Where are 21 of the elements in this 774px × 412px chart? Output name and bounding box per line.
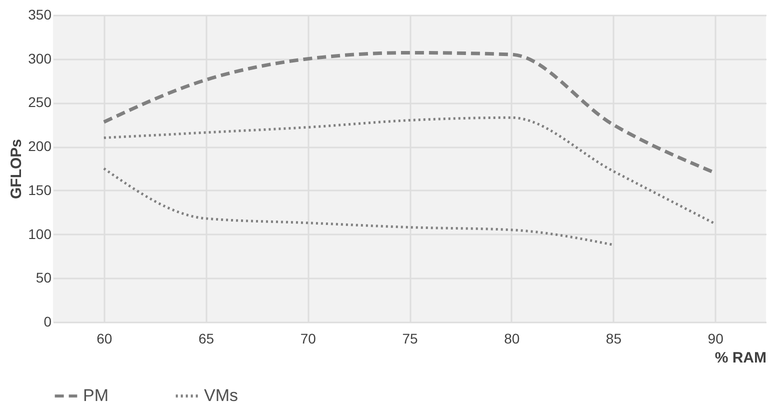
x-tick-label: 90	[708, 330, 724, 346]
legend-label: VMs	[204, 386, 238, 405]
x-tick-label: 80	[504, 330, 520, 346]
y-tick-label: 350	[28, 6, 52, 22]
y-tick-label: 0	[44, 314, 52, 330]
y-tick-label: 100	[28, 226, 52, 242]
line-series	[102, 116, 716, 226]
x-tick-label: 85	[606, 330, 622, 346]
x-tick-label: 65	[198, 330, 214, 346]
y-tick-label: 150	[28, 182, 52, 198]
x-tick-label: 75	[402, 330, 418, 346]
y-tick-label: 50	[36, 270, 52, 286]
y-axis-title: GFLOPs	[8, 138, 26, 200]
y-tick-label: 250	[28, 94, 52, 110]
x-axis-title: % RAM	[714, 350, 766, 366]
x-tick-label: 70	[300, 330, 316, 346]
y-tick-label: 200	[28, 138, 52, 154]
y-tick-label: 300	[28, 50, 52, 66]
line-series	[102, 167, 614, 246]
x-tick-label: 60	[96, 330, 112, 346]
legend-label: PM	[83, 386, 108, 405]
